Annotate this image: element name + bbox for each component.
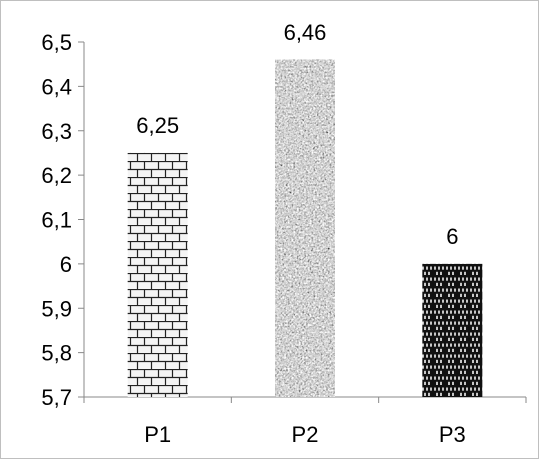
bars-group bbox=[127, 59, 483, 397]
y-tick-label: 6,2 bbox=[41, 163, 72, 188]
x-tick-label: P2 bbox=[292, 422, 319, 447]
y-tick-label: 5,9 bbox=[41, 296, 72, 321]
y-tick-label: 6,4 bbox=[41, 74, 72, 99]
data-label: 6,46 bbox=[284, 20, 327, 45]
labels-group: 6,25 P1 6,46 P2 6 P3 bbox=[136, 20, 466, 447]
axes-group: 5,7 5,8 5,9 6 6,1 6,2 6,3 6,4 6,5 bbox=[41, 30, 527, 410]
data-label: 6,25 bbox=[136, 113, 179, 138]
bar-p2 bbox=[275, 59, 335, 397]
y-tick-label: 6,5 bbox=[41, 30, 72, 55]
data-label: 6 bbox=[446, 224, 458, 249]
x-tick-label: P3 bbox=[439, 422, 466, 447]
bar-p1 bbox=[127, 152, 188, 397]
y-tick-label: 6,1 bbox=[41, 208, 72, 233]
bar-p3 bbox=[422, 263, 483, 397]
y-tick-label: 5,7 bbox=[41, 385, 72, 410]
y-tick-label: 5,8 bbox=[41, 341, 72, 366]
y-tick-label: 6,3 bbox=[41, 119, 72, 144]
x-tick-label: P1 bbox=[144, 422, 171, 447]
y-tick-label: 6 bbox=[60, 252, 72, 277]
